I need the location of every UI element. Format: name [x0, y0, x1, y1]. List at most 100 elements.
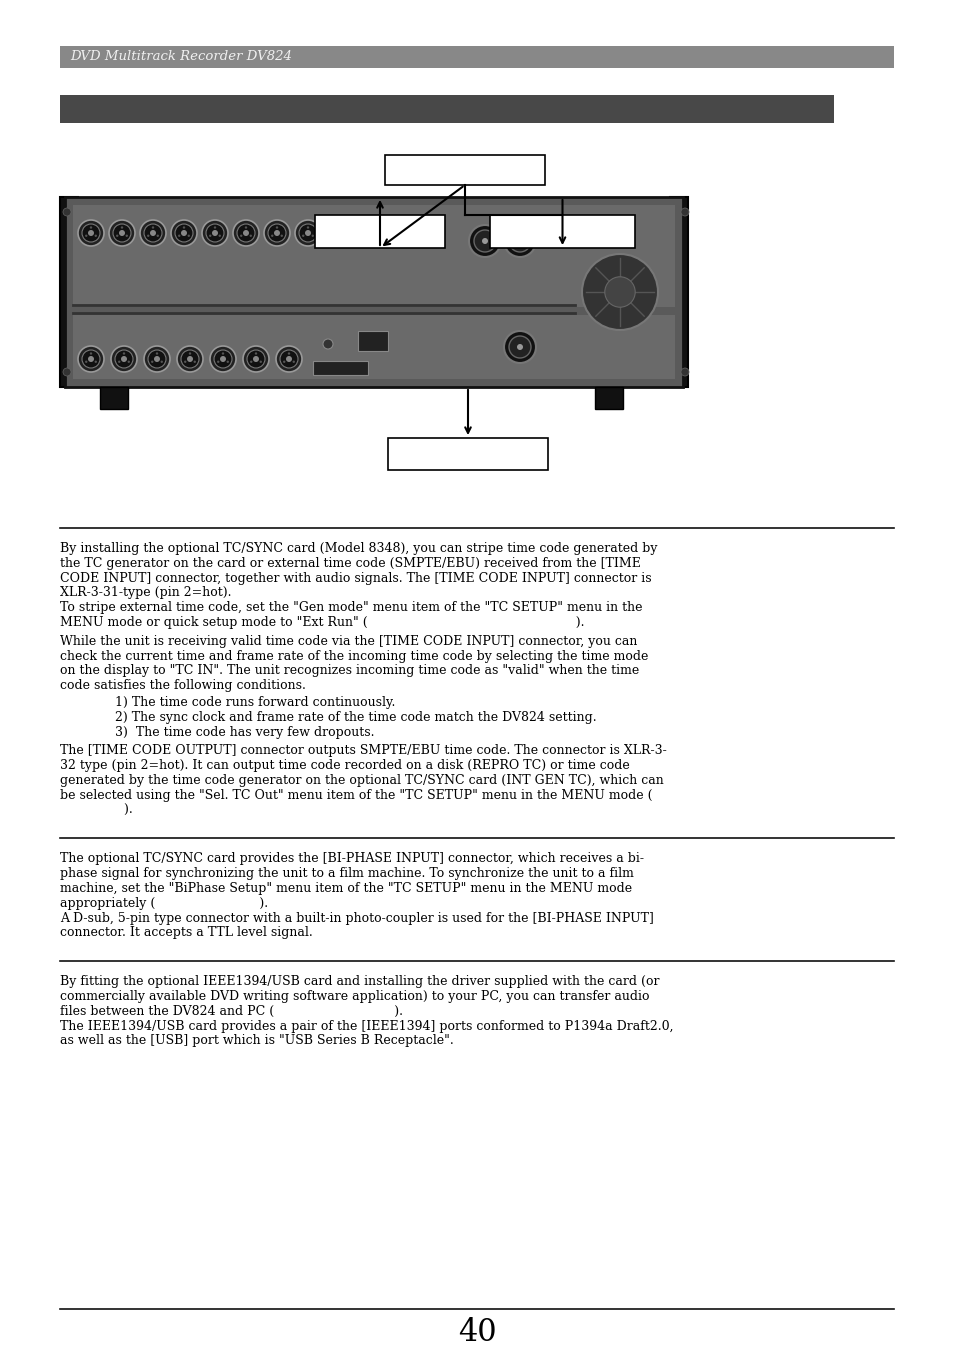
Circle shape — [181, 350, 199, 367]
Circle shape — [250, 235, 252, 236]
Circle shape — [264, 220, 290, 246]
Text: appropriately (                          ).: appropriately ( ). — [60, 897, 268, 909]
Circle shape — [604, 277, 635, 307]
Bar — [388, 438, 547, 470]
Circle shape — [82, 224, 100, 242]
Text: CODE INPUT] connector, together with audio signals. The [TIME CODE INPUT] connec: CODE INPUT] connector, together with aud… — [60, 571, 651, 585]
Circle shape — [268, 224, 286, 242]
Circle shape — [128, 361, 130, 363]
Circle shape — [78, 220, 104, 246]
Circle shape — [88, 357, 94, 362]
Text: the TC generator on the card or external time code (SMPTE/EBU) received from the: the TC generator on the card or external… — [60, 557, 640, 570]
Circle shape — [213, 350, 232, 367]
Circle shape — [274, 230, 280, 236]
Text: phase signal for synchronizing the unit to a film machine. To synchronize the un: phase signal for synchronizing the unit … — [60, 867, 633, 881]
Circle shape — [271, 235, 274, 236]
Circle shape — [177, 346, 203, 372]
Text: The optional TC/SYNC card provides the [BI-PHASE INPUT] connector, which receive: The optional TC/SYNC card provides the [… — [60, 852, 643, 866]
Circle shape — [121, 227, 123, 228]
Circle shape — [116, 235, 118, 236]
Circle shape — [119, 230, 125, 236]
Circle shape — [226, 361, 229, 363]
Text: By fitting the optional IEEE1394/USB card and installing the driver supplied wit: By fitting the optional IEEE1394/USB car… — [60, 975, 659, 988]
Text: To stripe external time code, set the "Gen mode" menu item of the "TC SETUP" men: To stripe external time code, set the "G… — [60, 601, 641, 615]
Circle shape — [206, 224, 224, 242]
Text: 2) The sync clock and frame rate of the time code match the DV824 setting.: 2) The sync clock and frame rate of the … — [115, 711, 596, 724]
Circle shape — [298, 224, 316, 242]
Text: A D-sub, 5-pin type connector with a built-in photo-coupler is used for the [BI-: A D-sub, 5-pin type connector with a bui… — [60, 912, 653, 924]
Circle shape — [90, 227, 92, 228]
Circle shape — [275, 227, 278, 228]
Circle shape — [212, 230, 218, 236]
Bar — [669, 197, 687, 386]
Circle shape — [302, 235, 304, 236]
Circle shape — [253, 357, 258, 362]
Circle shape — [312, 235, 314, 236]
Circle shape — [160, 361, 163, 363]
Text: XLR-3-31-type (pin 2=hot).: XLR-3-31-type (pin 2=hot). — [60, 586, 232, 600]
Text: While the unit is receiving valid time code via the [TIME CODE INPUT] connector,: While the unit is receiving valid time c… — [60, 635, 637, 647]
Text: as well as the [USB] port which is "USB Series B Receptacle".: as well as the [USB] port which is "USB … — [60, 1035, 454, 1047]
Circle shape — [181, 230, 187, 236]
Circle shape — [144, 346, 170, 372]
Circle shape — [202, 220, 228, 246]
Text: The [TIME CODE OUTPUT] connector outputs SMPTE/EBU time code. The connector is X: The [TIME CODE OUTPUT] connector outputs… — [60, 744, 666, 758]
Circle shape — [221, 353, 224, 355]
Circle shape — [293, 361, 294, 363]
Circle shape — [78, 346, 104, 372]
Text: 3)  The time code has very few dropouts.: 3) The time code has very few dropouts. — [115, 725, 375, 739]
Circle shape — [126, 235, 128, 236]
Circle shape — [305, 230, 311, 236]
Text: MENU mode or quick setup mode to "Ext Run" (                                    : MENU mode or quick setup mode to "Ext Ru… — [60, 616, 584, 630]
Circle shape — [63, 367, 71, 376]
Bar — [60, 197, 78, 386]
Circle shape — [174, 224, 193, 242]
Text: 1) The time code runs forward continuously.: 1) The time code runs forward continuous… — [115, 696, 395, 709]
Bar — [368, 226, 386, 245]
Circle shape — [240, 235, 242, 236]
Bar — [73, 315, 675, 380]
Circle shape — [94, 235, 97, 236]
Circle shape — [171, 220, 196, 246]
Text: By installing the optional TC/SYNC card (Model 8348), you can stripe time code g: By installing the optional TC/SYNC card … — [60, 542, 657, 555]
Circle shape — [152, 227, 154, 228]
Circle shape — [217, 361, 219, 363]
Circle shape — [209, 235, 212, 236]
Circle shape — [509, 336, 531, 358]
Circle shape — [183, 227, 185, 228]
Bar — [60, 46, 893, 68]
Circle shape — [144, 224, 162, 242]
Text: DVD Multitrack Recorder DV824: DVD Multitrack Recorder DV824 — [70, 50, 292, 63]
Circle shape — [155, 353, 158, 355]
Bar — [490, 215, 635, 249]
Text: 40: 40 — [457, 1317, 496, 1348]
Circle shape — [247, 350, 265, 367]
Text: generated by the time code generator on the optional TC/SYNC card (INT GEN TC), : generated by the time code generator on … — [60, 774, 663, 788]
Circle shape — [245, 227, 247, 228]
Bar — [314, 215, 444, 249]
Circle shape — [118, 361, 120, 363]
Bar — [385, 155, 544, 185]
Circle shape — [236, 224, 254, 242]
Circle shape — [286, 357, 292, 362]
Circle shape — [213, 227, 216, 228]
Circle shape — [503, 331, 536, 363]
Circle shape — [178, 235, 180, 236]
Circle shape — [121, 357, 127, 362]
Text: on the display to "TC IN". The unit recognizes incoming time code as "valid" whe: on the display to "TC IN". The unit reco… — [60, 665, 639, 677]
Circle shape — [243, 230, 249, 236]
Circle shape — [193, 361, 195, 363]
Circle shape — [307, 227, 309, 228]
Circle shape — [123, 353, 125, 355]
Text: The IEEE1394/USB card provides a pair of the [IEEE1394] ports conformed to P1394: The IEEE1394/USB card provides a pair of… — [60, 1020, 673, 1032]
Circle shape — [288, 353, 290, 355]
Text: connector. It accepts a TTL level signal.: connector. It accepts a TTL level signal… — [60, 927, 313, 939]
Circle shape — [85, 235, 88, 236]
Bar — [100, 386, 128, 409]
Circle shape — [474, 230, 496, 253]
Circle shape — [115, 350, 132, 367]
Circle shape — [218, 235, 221, 236]
Circle shape — [82, 350, 100, 367]
Circle shape — [509, 230, 531, 253]
Circle shape — [88, 230, 94, 236]
